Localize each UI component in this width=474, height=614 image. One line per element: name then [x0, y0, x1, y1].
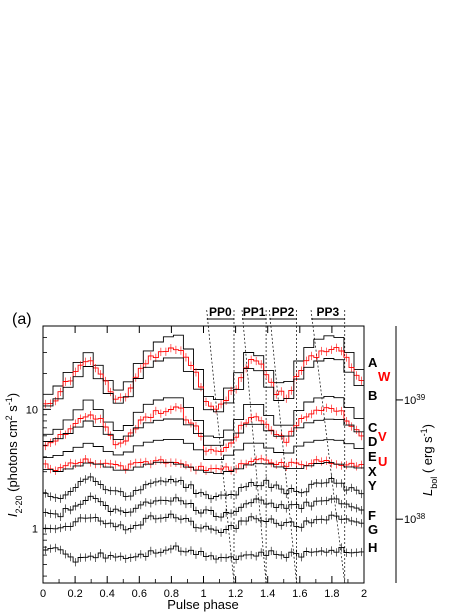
right-axis-symbol: L [420, 489, 435, 496]
x-axis-title: Pulse phase [167, 597, 239, 612]
x-tick-label-10: 2 [361, 588, 367, 600]
curve-label-W: W [378, 369, 391, 384]
x-tick-label-8: 1.6 [292, 588, 307, 600]
x-tick-label-4: 0.8 [164, 588, 179, 600]
x-tick-label-0: 0 [40, 588, 46, 600]
left-axis-symbol: I [5, 513, 20, 517]
curve-line-C [43, 395, 364, 438]
x-tick-label-3: 0.6 [132, 588, 147, 600]
curve-F [43, 492, 364, 522]
x-axis-ticks: 0 0.2 0.4 0.6 0.8 1 1.2 1.4 1.6 1.8 2 [40, 326, 367, 600]
right-axis-ticks: 1038 1039 [396, 392, 426, 526]
curve-line-B [43, 357, 364, 413]
curve-label-F: F [368, 508, 376, 523]
curve-Y [43, 472, 364, 504]
curve-line-F [43, 495, 364, 518]
panel-label: (a) [12, 311, 32, 328]
curve-B [43, 357, 364, 413]
x-tick-label-7: 1.4 [260, 588, 275, 600]
left-axis-unit-c: ) [5, 393, 20, 397]
interval-start-0 [206, 309, 235, 584]
interval-label-3: PP3 [317, 305, 340, 319]
curve-label-E: E [368, 449, 377, 464]
left-axis-ticks: 1 10 [26, 337, 51, 577]
right-axis-subscript: bol [429, 477, 439, 489]
right-axis-unit-sup: -1 [419, 428, 429, 436]
left-axis-subscript: 2-20 [14, 496, 24, 514]
right-axis-unit-a: ( erg s [420, 436, 435, 477]
interval-label-0: PP0 [209, 305, 232, 319]
curve-line-G [43, 513, 364, 533]
curve-label-A: A [368, 355, 378, 370]
x-tick-label-5: 1 [200, 588, 206, 600]
curve-label-X: X [368, 464, 377, 479]
y-tick-label-1: 10 [26, 404, 38, 416]
curve-label-Y: Y [368, 478, 377, 493]
curve-D [43, 418, 364, 446]
right-axis-unit-b: ) [420, 424, 435, 428]
curve-label-B: B [368, 388, 377, 403]
x-tick-label-2: 0.4 [100, 588, 115, 600]
left-axis-unit-a: (photons cm [5, 420, 20, 495]
curve-line-U [43, 458, 364, 471]
curve-label-C: C [368, 420, 378, 435]
right-tick-label-1: 1039 [404, 392, 426, 407]
phase-intervals: PP0 PP1 PP2 PP3 [206, 305, 346, 584]
x-tick-label-1: 0.2 [67, 588, 82, 600]
curve-label-D: D [368, 434, 377, 449]
curve-A [43, 334, 364, 401]
curve-label-G: G [368, 522, 378, 537]
interval-start-1 [241, 309, 267, 584]
curve-line-H [43, 545, 364, 563]
curve-X [43, 461, 364, 474]
curve-line-D [43, 418, 364, 446]
curve-line-Y [43, 476, 364, 500]
left-axis-unit-sup1: 2 [4, 415, 14, 420]
curve-E [43, 438, 364, 460]
curve-G [43, 510, 364, 537]
interval-label-1: PP1 [243, 305, 266, 319]
curve-line-E [43, 438, 364, 460]
curve-W [43, 343, 364, 414]
curve-label-U: U [378, 454, 387, 469]
interval-label-2: PP2 [272, 305, 295, 319]
left-axis-title: I2-20 (photons cm2 s-1) [4, 393, 24, 517]
curve-line-X [43, 461, 364, 474]
left-axis-unit-b: s [5, 405, 20, 416]
curve-H [43, 542, 364, 567]
x-tick-label-6: 1.2 [228, 588, 243, 600]
interval-start-2 [268, 309, 297, 584]
y-tick-label-0: 1 [32, 524, 38, 536]
curve-C [43, 395, 364, 438]
right-tick-label-0: 1038 [404, 512, 426, 527]
curve-line-A [43, 334, 364, 401]
left-axis-unit-sup2: -1 [4, 397, 14, 405]
right-axis-title: Lbol ( erg s-1) [419, 424, 439, 496]
interval-start-3 [310, 309, 346, 584]
curve-label-V: V [378, 429, 387, 444]
curves [43, 334, 364, 567]
curve-label-H: H [368, 540, 377, 555]
x-tick-label-9: 1.8 [324, 588, 339, 600]
